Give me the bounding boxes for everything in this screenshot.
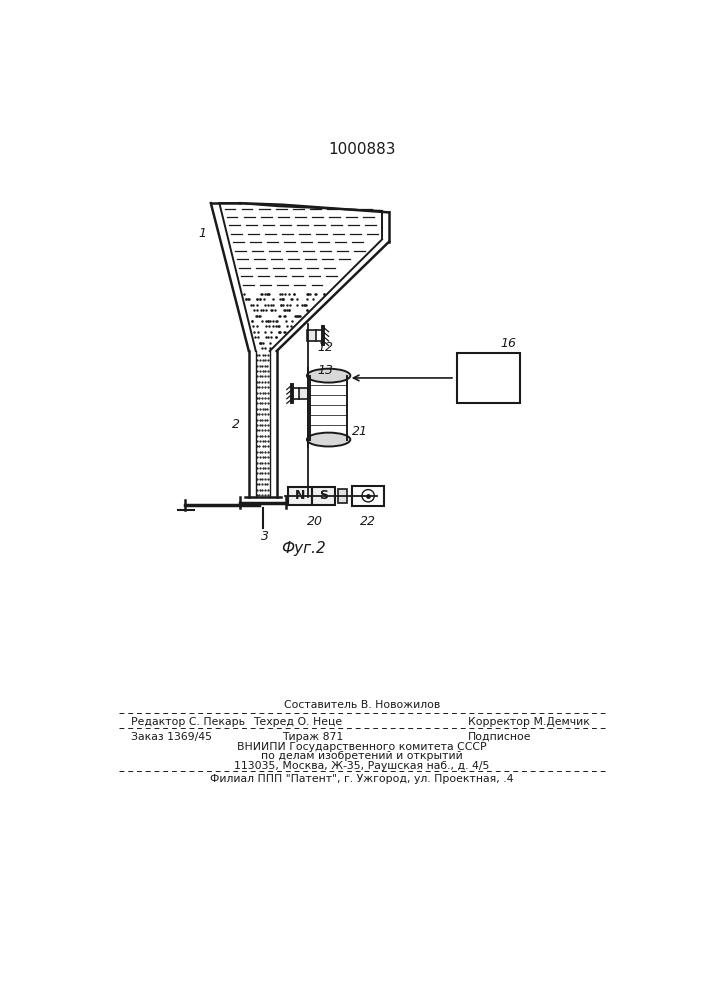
Text: Подписное: Подписное — [468, 732, 532, 742]
Text: Корректор М.Демчик: Корректор М.Демчик — [468, 717, 590, 727]
Text: 12: 12 — [317, 341, 333, 354]
Text: 20: 20 — [308, 515, 323, 528]
Circle shape — [362, 490, 374, 502]
Text: 3: 3 — [261, 530, 269, 543]
Ellipse shape — [307, 433, 351, 446]
Text: Заказ 1369/45: Заказ 1369/45 — [131, 732, 212, 742]
Text: S: S — [319, 489, 328, 502]
Bar — [307, 330, 316, 341]
Text: 1000883: 1000883 — [328, 142, 396, 157]
Bar — [338, 489, 347, 503]
Text: 16: 16 — [500, 337, 516, 350]
Text: Редактор С. Пекарь: Редактор С. Пекарь — [131, 717, 245, 727]
Text: ВНИИПИ Государственного комитета СССР: ВНИИПИ Государственного комитета СССР — [237, 742, 486, 752]
Text: Тираж 871: Тираж 871 — [282, 732, 344, 742]
Text: N: N — [295, 489, 305, 502]
Text: Составитель В. Новожилов: Составитель В. Новожилов — [284, 700, 440, 710]
Bar — [288, 487, 312, 505]
Bar — [457, 353, 520, 403]
Text: 113035, Москва, Ж-35, Раушская наб., д. 4/5: 113035, Москва, Ж-35, Раушская наб., д. … — [234, 761, 490, 771]
Text: 1: 1 — [198, 227, 206, 240]
Text: 2: 2 — [231, 418, 240, 431]
Bar — [352, 486, 385, 506]
Ellipse shape — [307, 369, 351, 383]
Bar — [312, 487, 335, 505]
Text: 21: 21 — [352, 425, 368, 438]
Text: по делам изобретений и открытий: по делам изобретений и открытий — [261, 751, 463, 761]
Text: 13: 13 — [317, 364, 333, 377]
Text: Фуг.2: Фуг.2 — [281, 541, 326, 556]
Text: Техред О. Неце: Техред О. Неце — [253, 717, 343, 727]
Text: 22: 22 — [360, 515, 376, 528]
Text: Филиал ППП "Патент", г. Ужгород, ул. Проектная, .4: Филиал ППП "Патент", г. Ужгород, ул. Про… — [210, 774, 514, 784]
Bar — [299, 388, 308, 399]
